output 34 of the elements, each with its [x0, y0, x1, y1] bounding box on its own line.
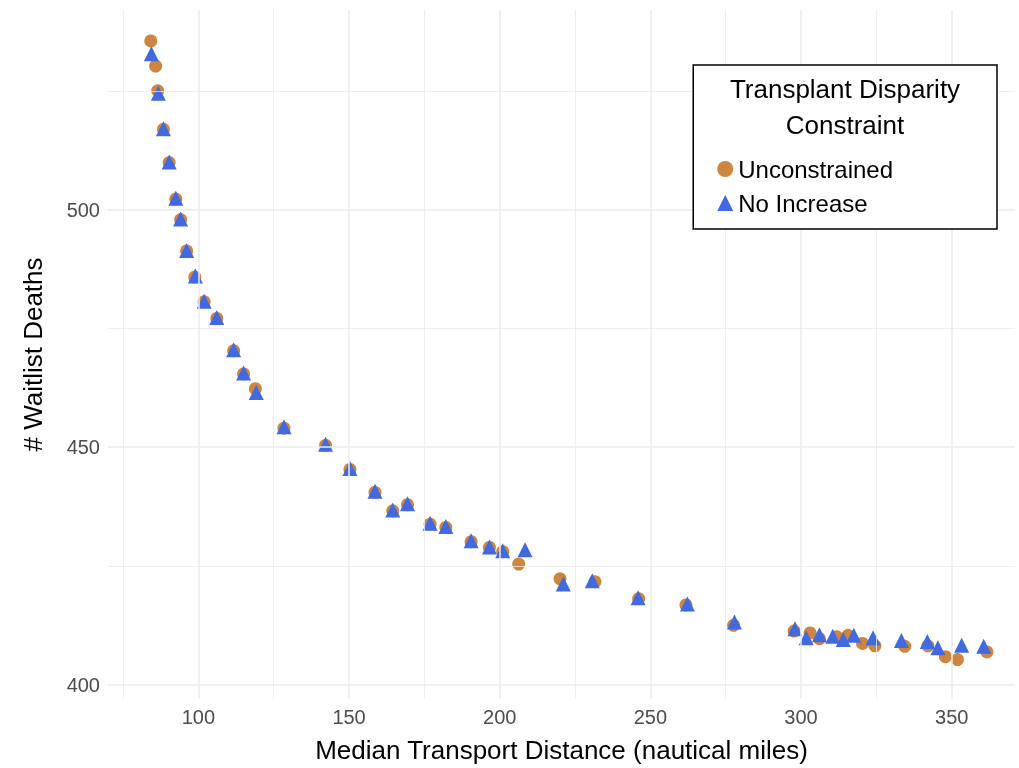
point: [144, 34, 158, 48]
x-tick-label: 150: [332, 706, 366, 728]
point: [143, 46, 159, 62]
point: [954, 637, 970, 653]
x-tick-label: 250: [633, 706, 668, 728]
point: [919, 634, 935, 649]
point: [930, 640, 946, 656]
point: [555, 576, 571, 592]
point: [726, 614, 742, 630]
legend-label: No Increase: [738, 189, 868, 217]
y-axis-title: # Waitlist Deaths: [18, 257, 48, 452]
y-tick-label: 400: [66, 673, 100, 696]
point: [865, 630, 881, 646]
y-tick-label: 450: [66, 436, 100, 459]
point: [811, 627, 827, 643]
point: [835, 632, 851, 648]
point: [893, 633, 909, 649]
legend-title: Transplant Disparity Constraint: [729, 74, 961, 140]
x-tick-label: 100: [181, 706, 216, 728]
x-axis-title: Median Transport Distance (nautical miles): [315, 735, 808, 765]
point: [149, 59, 163, 73]
x-tick-label: 200: [483, 706, 517, 728]
point: [512, 557, 526, 571]
x-tick-label: 350: [935, 706, 969, 728]
point: [248, 385, 264, 401]
x-tick-label: 300: [784, 706, 818, 728]
legend-label: Unconstrained: [738, 155, 894, 183]
y-tick-label: 500: [66, 198, 100, 221]
point: [976, 638, 992, 654]
point: [825, 628, 841, 644]
point: [517, 542, 533, 558]
point: [584, 573, 600, 589]
point: [950, 653, 964, 667]
point: [846, 627, 862, 643]
